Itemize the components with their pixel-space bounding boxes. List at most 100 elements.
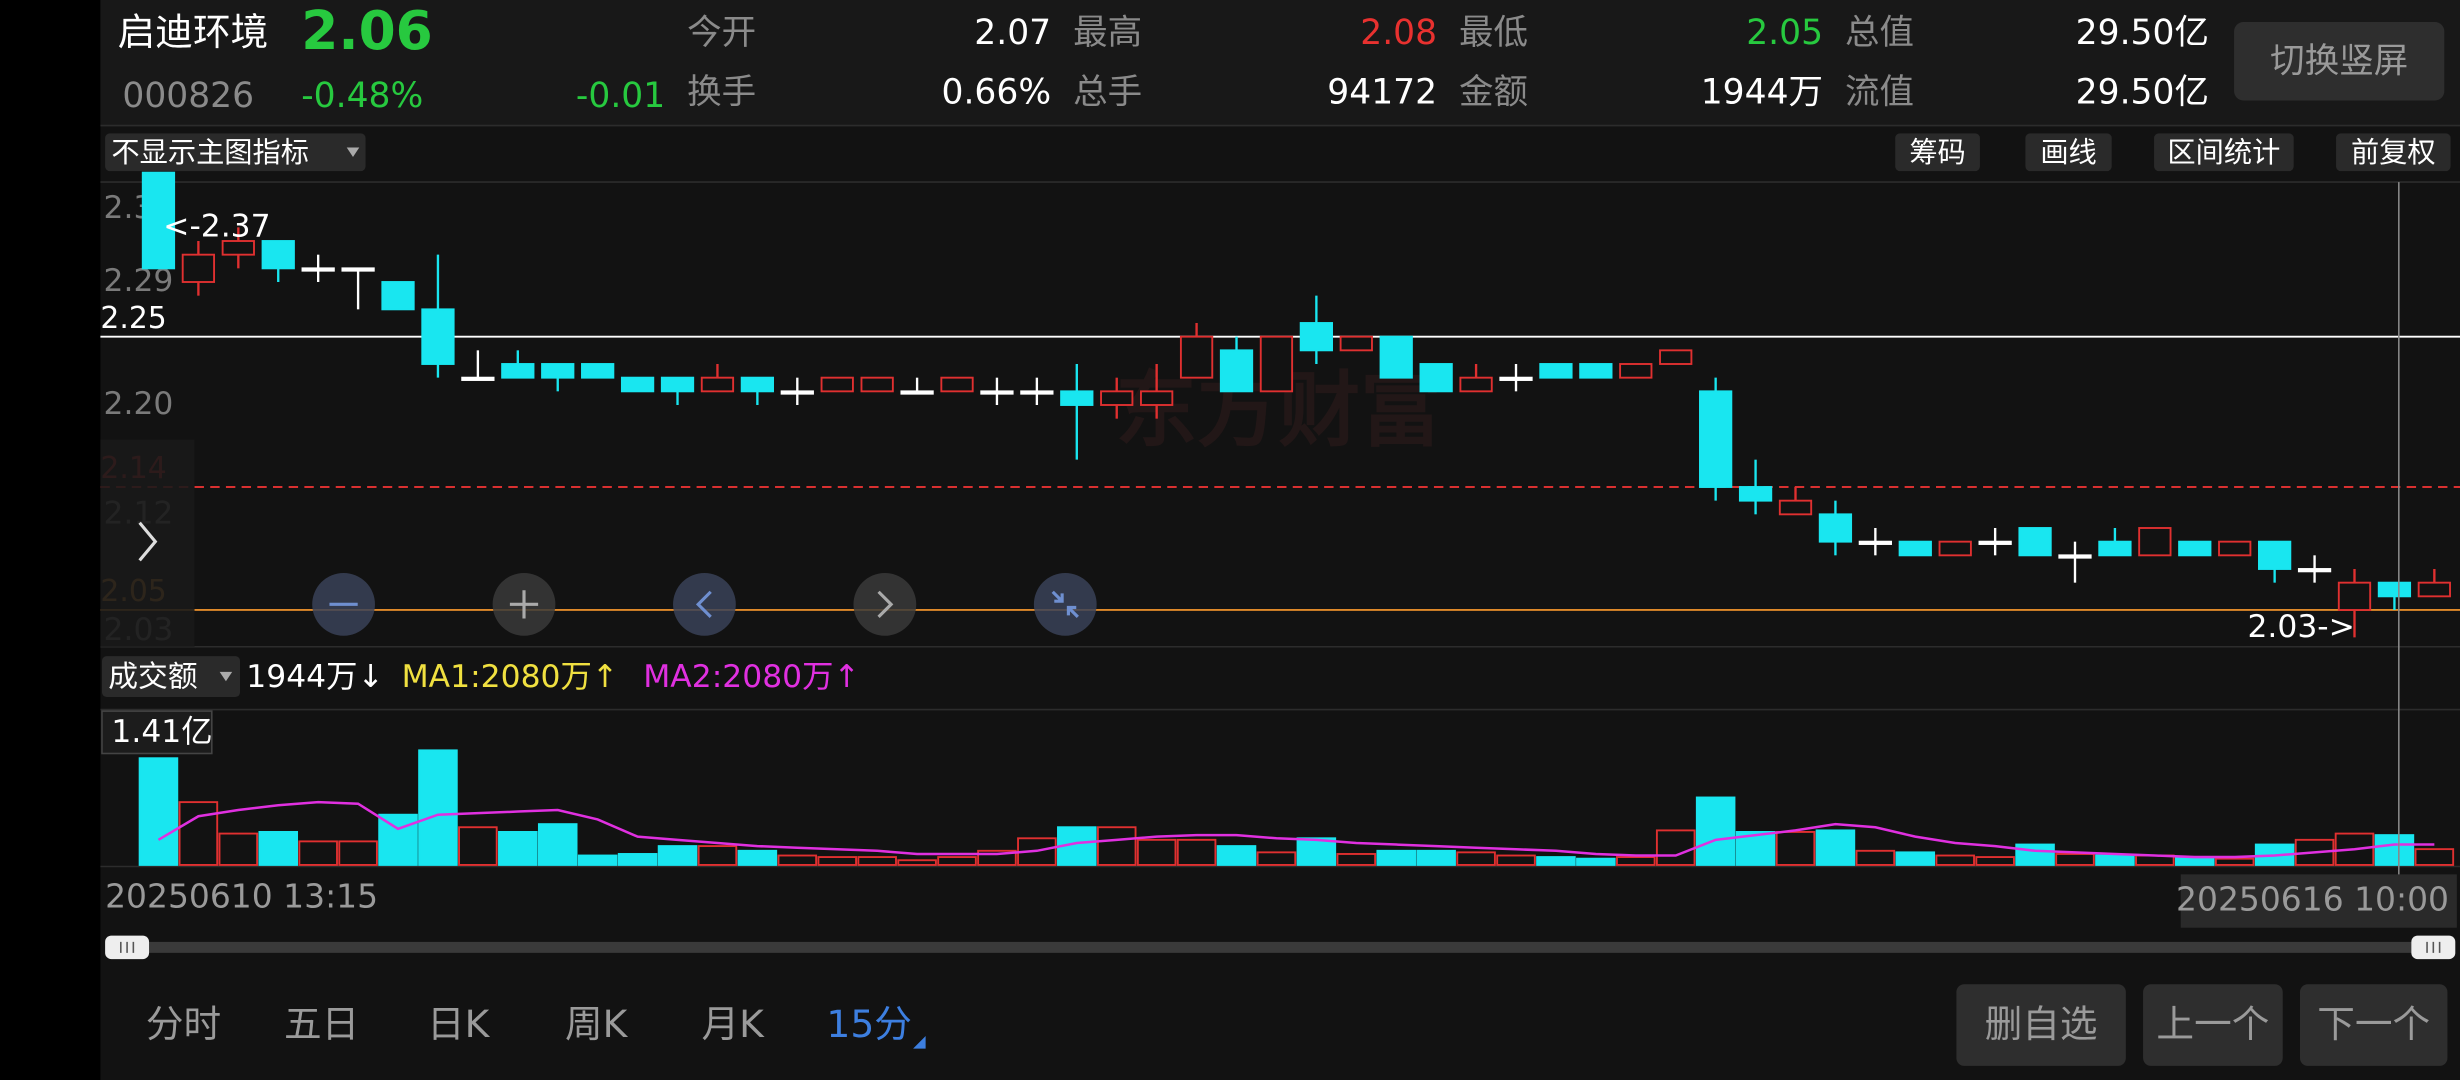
volume-bar	[1336, 853, 1377, 866]
x-end-box	[2180, 874, 2457, 928]
volume-bar	[258, 831, 299, 866]
volume-bar	[817, 856, 857, 866]
reset-zoom[interactable]	[1033, 572, 1097, 636]
volume-indicator: 成交额	[108, 660, 197, 695]
candle-body	[2018, 527, 2052, 557]
toolbar-button[interactable]	[1895, 133, 1980, 172]
side-tab-chevron	[138, 521, 158, 562]
orientation-button[interactable]	[2234, 21, 2445, 101]
volume-bar	[218, 832, 259, 866]
period-tab[interactable]: 分时	[146, 1002, 221, 1046]
stat-value: 29.50亿	[2076, 13, 2209, 53]
volume-bar	[2095, 854, 2135, 866]
toolbar-button[interactable]	[2025, 133, 2112, 172]
candle-body	[2337, 581, 2372, 611]
volume-bar	[2214, 857, 2255, 866]
candle-body	[1499, 376, 1533, 381]
volume-bar	[2294, 838, 2335, 866]
icon	[2426, 941, 2441, 953]
dropdown-caret	[219, 671, 233, 682]
candle-body	[2178, 540, 2212, 557]
action-button[interactable]	[1956, 984, 2126, 1066]
icon	[509, 590, 539, 619]
volume-bar	[178, 801, 219, 866]
candle-body	[1339, 335, 1373, 352]
candle-body	[2297, 568, 2332, 573]
candle-body	[2417, 581, 2451, 598]
volume-bar	[1576, 857, 1616, 866]
ma-line	[157, 800, 2435, 859]
candle-body	[780, 390, 814, 395]
candle-body	[221, 240, 255, 256]
candle-body	[2058, 554, 2092, 559]
volume-bar	[1176, 838, 1217, 866]
volume-chart	[138, 749, 2455, 866]
stat-label: 总值	[1845, 13, 1914, 53]
indicator-select[interactable]	[105, 133, 366, 172]
volume-bar	[1695, 796, 1736, 866]
volume-bar	[2414, 848, 2455, 866]
volume-bar	[1456, 851, 1496, 866]
icon	[695, 590, 712, 619]
stat-label: 流值	[1845, 73, 1914, 113]
period-tab[interactable]: 月K	[701, 1002, 765, 1046]
period-tab[interactable]: 周K	[565, 1002, 629, 1046]
toolbar-button[interactable]	[2336, 133, 2451, 172]
toolbar-button-label: 筹码	[1909, 136, 1965, 169]
volume-bar	[1216, 845, 1257, 866]
period-tab[interactable]: 15分	[826, 1002, 912, 1046]
stat-label: 总手	[1073, 73, 1142, 113]
volume-bar	[2374, 834, 2415, 866]
volume-bar	[498, 831, 538, 866]
volume-bar	[1536, 856, 1576, 866]
candle-body	[141, 171, 176, 270]
stock-code: 000826	[122, 76, 254, 116]
volume-bar	[1496, 854, 1536, 866]
volume-max-box	[101, 710, 213, 755]
volume-max: 1.41亿	[111, 714, 212, 750]
volume-bar	[338, 840, 378, 866]
volume-indicator-select[interactable]	[101, 656, 241, 697]
scroll-left[interactable]	[673, 572, 736, 636]
volume-bar	[1855, 849, 1896, 866]
volume-bar	[1256, 851, 1297, 866]
indicator-label: 不显示主图指标	[111, 136, 309, 169]
candle-body	[1140, 390, 1174, 406]
icon	[120, 941, 135, 953]
period-tab[interactable]: 日K	[427, 1002, 491, 1046]
stat-value: 2.05	[1746, 13, 1823, 53]
action-button[interactable]	[2299, 984, 2448, 1066]
candle-body	[1818, 513, 1853, 543]
volume-bar	[1296, 837, 1337, 866]
side-tab[interactable]	[100, 439, 195, 647]
x-start: 20250610 13:15	[105, 876, 378, 915]
scroll-right[interactable]	[853, 572, 917, 636]
candle-body	[341, 267, 375, 272]
candle-body	[1898, 540, 1932, 557]
candle-body	[1978, 540, 2012, 545]
volume-bar	[2055, 853, 2095, 866]
scrollbar-track[interactable]	[109, 941, 2448, 953]
stat-label: 金额	[1459, 73, 1528, 113]
stat-label: 今开	[687, 13, 756, 53]
action-button[interactable]	[2143, 984, 2283, 1066]
candle-body	[1060, 390, 1094, 406]
toolbar-button[interactable]	[2154, 133, 2294, 172]
change: -0.01	[576, 76, 665, 116]
dropdown-caret	[346, 147, 360, 157]
toolbar-button-label: 画线	[2040, 136, 2096, 169]
background	[100, 0, 2460, 1080]
volume-bar	[897, 859, 937, 866]
volume-bar	[378, 813, 418, 866]
candle-body	[301, 267, 335, 272]
tab-caret	[913, 1036, 926, 1049]
period-tab[interactable]: 五日	[284, 1002, 359, 1046]
stat-label: 最高	[1073, 13, 1142, 53]
candle-body	[2377, 581, 2412, 598]
candle-body	[2098, 540, 2132, 557]
candle-body	[1219, 349, 1254, 393]
candle-body	[1379, 335, 1413, 379]
toolbar-button-label: 区间统计	[2167, 136, 2280, 169]
